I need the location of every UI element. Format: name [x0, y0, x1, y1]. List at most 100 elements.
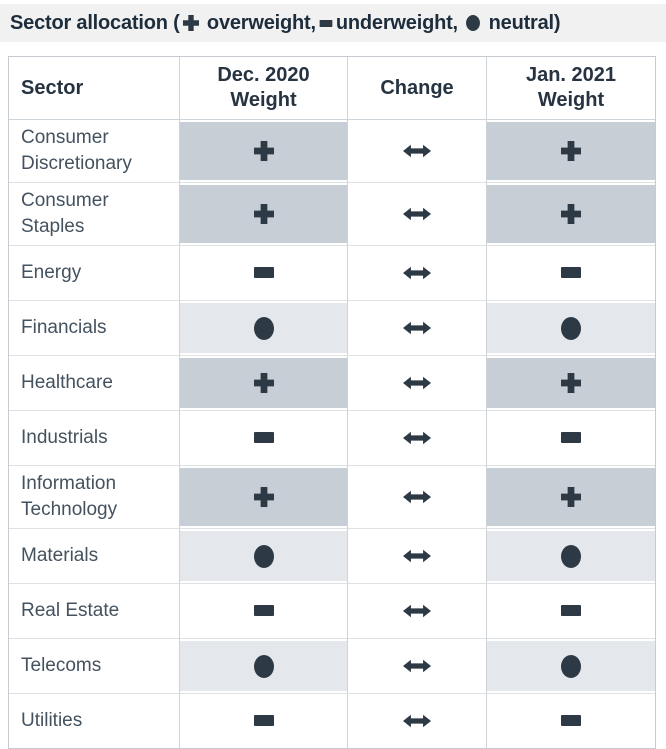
column-header-dec-2020-weight: Dec. 2020 Weight [180, 57, 348, 120]
dec-2020-weight-cell [180, 529, 348, 584]
minus-icon [561, 715, 581, 727]
sector-cell: Consumer Staples [9, 183, 180, 246]
jan-2021-weight-cell [487, 246, 655, 301]
left-right-arrow-icon [403, 490, 431, 504]
sector-cell: Materials [9, 529, 180, 584]
change-cell [348, 639, 487, 694]
dec-2020-weight-cell [180, 694, 348, 748]
column-header-jan-2021-weight: Jan. 2021 Weight [487, 57, 655, 120]
sector-cell: Financials [9, 301, 180, 356]
plus-icon [253, 141, 274, 161]
legend-label: neutral [483, 11, 554, 34]
minus-icon [253, 605, 274, 617]
sector-cell: Healthcare [9, 356, 180, 411]
table-row: Healthcare [9, 356, 655, 411]
table-row: Real Estate [9, 584, 655, 639]
change-cell [348, 120, 487, 183]
plus-icon [561, 141, 581, 161]
change-cell [348, 584, 487, 639]
dec-2020-weight-cell [180, 120, 348, 183]
circle-icon [253, 544, 274, 568]
jan-2021-weight-cell [487, 529, 655, 584]
change-cell [348, 183, 487, 246]
plus-icon [253, 373, 274, 393]
page-title: Sector allocation ( overweight, underweig… [10, 11, 561, 35]
sector-cell: Industrials [9, 411, 180, 466]
dec-2020-weight-cell [180, 301, 348, 356]
title-bar: Sector allocation ( overweight, underweig… [0, 4, 666, 42]
circle-icon [561, 544, 581, 568]
circle-icon [561, 316, 581, 340]
circle-icon [253, 654, 274, 678]
minus-icon [561, 267, 581, 279]
column-header-change: Change [348, 57, 487, 120]
table-row: Financials [9, 301, 655, 356]
minus-icon [561, 432, 581, 444]
left-right-arrow-icon [403, 321, 431, 335]
minus-icon [319, 19, 333, 27]
table-row: Consumer Discretionary [9, 120, 655, 183]
left-right-arrow-icon [403, 376, 431, 390]
left-right-arrow-icon [403, 207, 431, 221]
left-right-arrow-icon [403, 659, 431, 673]
table-row: Telecoms [9, 639, 655, 694]
title-suffix: ) [553, 11, 561, 34]
jan-2021-weight-cell [487, 466, 655, 529]
dec-2020-weight-cell [180, 411, 348, 466]
circle-icon [561, 654, 581, 678]
change-cell [348, 246, 487, 301]
circle-icon [466, 15, 481, 31]
sector-allocation-table: Sector Dec. 2020 Weight Change Jan. 2021… [8, 56, 656, 749]
title-prefix: Sector allocation ( [10, 11, 180, 34]
left-right-arrow-icon [403, 266, 431, 280]
plus-icon [253, 487, 274, 507]
change-cell [348, 301, 487, 356]
dec-2020-weight-cell [180, 584, 348, 639]
jan-2021-weight-cell [487, 356, 655, 411]
plus-icon [182, 15, 199, 31]
circle-icon [253, 316, 274, 340]
change-cell [348, 694, 487, 748]
table-row: Information Technology [9, 466, 655, 529]
header-row: Sector Dec. 2020 Weight Change Jan. 2021… [9, 57, 655, 120]
legend-label: overweight, [201, 11, 316, 34]
change-cell [348, 529, 487, 584]
left-right-arrow-icon [403, 604, 431, 618]
plus-icon [561, 487, 581, 507]
dec-2020-weight-cell [180, 639, 348, 694]
minus-icon [253, 267, 274, 279]
column-header-sector: Sector [9, 57, 180, 120]
change-cell [348, 356, 487, 411]
table-row: Materials [9, 529, 655, 584]
dec-2020-weight-cell [180, 183, 348, 246]
table-row: Consumer Staples [9, 183, 655, 246]
jan-2021-weight-cell [487, 301, 655, 356]
minus-icon [253, 432, 274, 444]
jan-2021-weight-cell [487, 120, 655, 183]
dec-2020-weight-cell [180, 356, 348, 411]
dec-2020-weight-cell [180, 466, 348, 529]
left-right-arrow-icon [403, 431, 431, 445]
table-row: Energy [9, 246, 655, 301]
plus-icon [561, 204, 581, 224]
sector-cell: Telecoms [9, 639, 180, 694]
jan-2021-weight-cell [487, 584, 655, 639]
change-cell [348, 411, 487, 466]
left-right-arrow-icon [403, 549, 431, 563]
plus-icon [561, 373, 581, 393]
sector-cell: Utilities [9, 694, 180, 748]
jan-2021-weight-cell [487, 639, 655, 694]
sector-cell: Energy [9, 246, 180, 301]
left-right-arrow-icon [403, 144, 431, 158]
left-right-arrow-icon [403, 714, 431, 728]
jan-2021-weight-cell [487, 183, 655, 246]
sector-cell: Consumer Discretionary [9, 120, 180, 183]
minus-icon [561, 605, 581, 617]
table-body: Consumer Discretionary Consumer Staples En… [9, 120, 655, 748]
plus-icon [253, 204, 274, 224]
table-row: Industrials [9, 411, 655, 466]
minus-icon [253, 715, 274, 727]
legend-label: underweight, [335, 11, 464, 34]
sector-cell: Information Technology [9, 466, 180, 529]
change-cell [348, 466, 487, 529]
